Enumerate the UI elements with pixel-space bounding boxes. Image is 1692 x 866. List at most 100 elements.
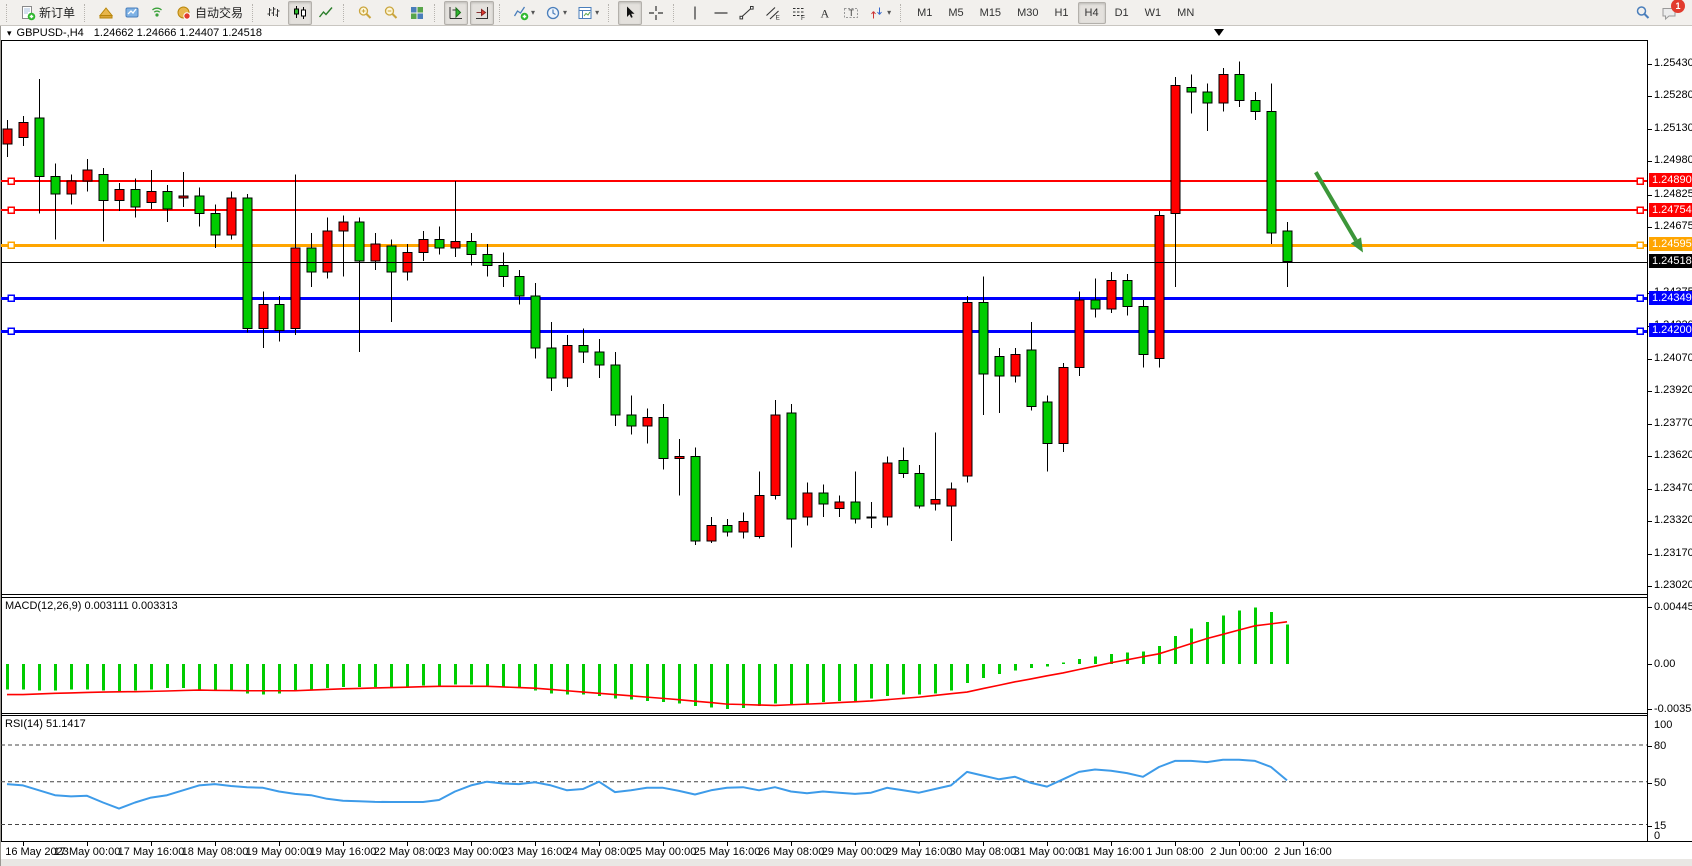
- candle: [610, 352, 621, 426]
- chat-button[interactable]: 1: [1657, 0, 1685, 25]
- price-tick-label: 1.23620: [1654, 449, 1692, 461]
- line-handle[interactable]: [1636, 294, 1644, 302]
- text-button[interactable]: A: [813, 1, 837, 25]
- periods-button[interactable]: ▾: [541, 1, 571, 25]
- timeframe-button-h1[interactable]: H1: [1054, 6, 1069, 19]
- price-tick-label: 1.24825: [1654, 188, 1692, 200]
- horizontal-level-line[interactable]: [1, 330, 1647, 333]
- timeframe-button-w1[interactable]: W1: [1144, 6, 1162, 19]
- candle: [466, 232, 477, 266]
- macd-label: MACD(12,26,9) 0.003111 0.003313: [5, 600, 178, 612]
- channel-button[interactable]: E: [761, 1, 785, 25]
- horizontal-level-line[interactable]: [1, 209, 1647, 211]
- candle: [754, 471, 765, 539]
- signals-icon: [150, 5, 166, 21]
- candle: [290, 174, 301, 335]
- line-handle[interactable]: [7, 241, 15, 249]
- zoom-out-button[interactable]: [379, 1, 403, 25]
- label-button[interactable]: T: [839, 1, 863, 25]
- time-tick-label: 17 May 00:00: [53, 846, 121, 858]
- chevron-down-icon[interactable]: ▾: [887, 8, 892, 17]
- timeframe-button-m15[interactable]: M15: [979, 6, 1002, 19]
- candle: [690, 447, 701, 546]
- timeframe-button-d1[interactable]: D1: [1114, 6, 1129, 19]
- candle: [930, 432, 941, 511]
- auto-scroll-button[interactable]: [444, 0, 469, 25]
- chart-window: ▾ GBPUSD-,H4 1.24662 1.24666 1.24407 1.2…: [0, 26, 1692, 866]
- fibonacci-button[interactable]: F: [787, 1, 811, 25]
- candle: [242, 193, 253, 333]
- chart-menu-icon[interactable]: ▾: [7, 27, 12, 38]
- chevron-down-icon[interactable]: ▾: [563, 8, 568, 17]
- timeframe-button-m1[interactable]: M1: [917, 6, 933, 19]
- horizontal-level-line[interactable]: [1, 180, 1647, 182]
- indicators-button[interactable]: ▾: [509, 1, 539, 25]
- algo-trading-button[interactable]: 自动交易: [172, 1, 247, 25]
- arrows-button[interactable]: ▾: [865, 1, 895, 25]
- trendline-button[interactable]: [735, 1, 759, 25]
- candle: [962, 295, 973, 483]
- price-tick-mark: [1648, 391, 1652, 392]
- timeframe-button-h4[interactable]: H4: [1077, 1, 1106, 24]
- toolbar-group-handle: [6, 3, 11, 22]
- market-watch-button[interactable]: [120, 1, 144, 25]
- time-tick-label: 23 May 16:00: [501, 846, 569, 858]
- timeframe-button-mn[interactable]: MN: [1177, 6, 1195, 19]
- line-handle[interactable]: [1636, 177, 1644, 185]
- candle: [1202, 83, 1213, 131]
- crosshair-icon: [648, 5, 664, 21]
- signals-button[interactable]: [146, 1, 170, 25]
- price-tick-mark: [1648, 521, 1652, 522]
- candle: [258, 291, 269, 348]
- time-tick-label: 23 May 00:00: [437, 846, 505, 858]
- arrows-icon: [869, 5, 885, 21]
- candle: [626, 395, 637, 435]
- time-tick-mark: [215, 842, 216, 846]
- time-tick-label: 24 May 08:00: [565, 846, 633, 858]
- zoom-in-button[interactable]: [353, 1, 377, 25]
- time-tick-label: 29 May 16:00: [885, 846, 953, 858]
- candle: [786, 404, 797, 548]
- new-order-button-label: 新订单: [39, 6, 76, 20]
- chevron-down-icon[interactable]: ▾: [595, 8, 600, 17]
- macd-tick-mark: [1648, 607, 1652, 608]
- chevron-down-icon[interactable]: ▾: [531, 8, 536, 17]
- line-handle[interactable]: [1636, 241, 1644, 249]
- profiles-button[interactable]: [94, 1, 118, 25]
- macd-tick-mark: [1648, 709, 1652, 710]
- time-tick-label: 31 May 16:00: [1077, 846, 1145, 858]
- line-handle[interactable]: [7, 294, 15, 302]
- line-handle[interactable]: [7, 327, 15, 335]
- candle: [850, 471, 861, 524]
- chart-shift-marker[interactable]: [1214, 29, 1224, 36]
- vertical-line-button[interactable]: [683, 1, 707, 25]
- toolbar-group-handle: [499, 3, 504, 22]
- candles: [2, 61, 1293, 548]
- rsi-line: [6, 758, 1288, 810]
- tile-windows-button[interactable]: [405, 1, 429, 25]
- bar-chart-button[interactable]: [262, 1, 286, 25]
- cursor-button[interactable]: [618, 0, 643, 25]
- search-button[interactable]: [1631, 1, 1655, 25]
- candle: [1042, 395, 1053, 472]
- line-handle[interactable]: [7, 177, 15, 185]
- line-chart-button[interactable]: [314, 1, 338, 25]
- line-handle[interactable]: [1636, 206, 1644, 214]
- price-tick-mark: [1648, 161, 1652, 162]
- candle: [146, 170, 157, 210]
- crosshair-button[interactable]: [644, 1, 668, 25]
- horizontal-line-button[interactable]: [709, 1, 733, 25]
- line-handle[interactable]: [1636, 327, 1644, 335]
- timeframe-button-m30[interactable]: M30: [1017, 6, 1039, 19]
- line-handle[interactable]: [7, 206, 15, 214]
- new-order-button[interactable]: 新订单: [16, 1, 79, 25]
- horizontal-level-line[interactable]: [1, 244, 1647, 247]
- templates-button[interactable]: ▾: [573, 1, 603, 25]
- chart-shift-button[interactable]: [470, 0, 495, 25]
- horizontal-level-line[interactable]: [1, 297, 1647, 300]
- candlestick-chart-button[interactable]: [288, 0, 313, 25]
- candle: [66, 174, 77, 205]
- trend-arrow-annotation[interactable]: [1314, 171, 1363, 253]
- tile-windows-icon: [409, 5, 425, 21]
- timeframe-button-m5[interactable]: M5: [948, 6, 964, 19]
